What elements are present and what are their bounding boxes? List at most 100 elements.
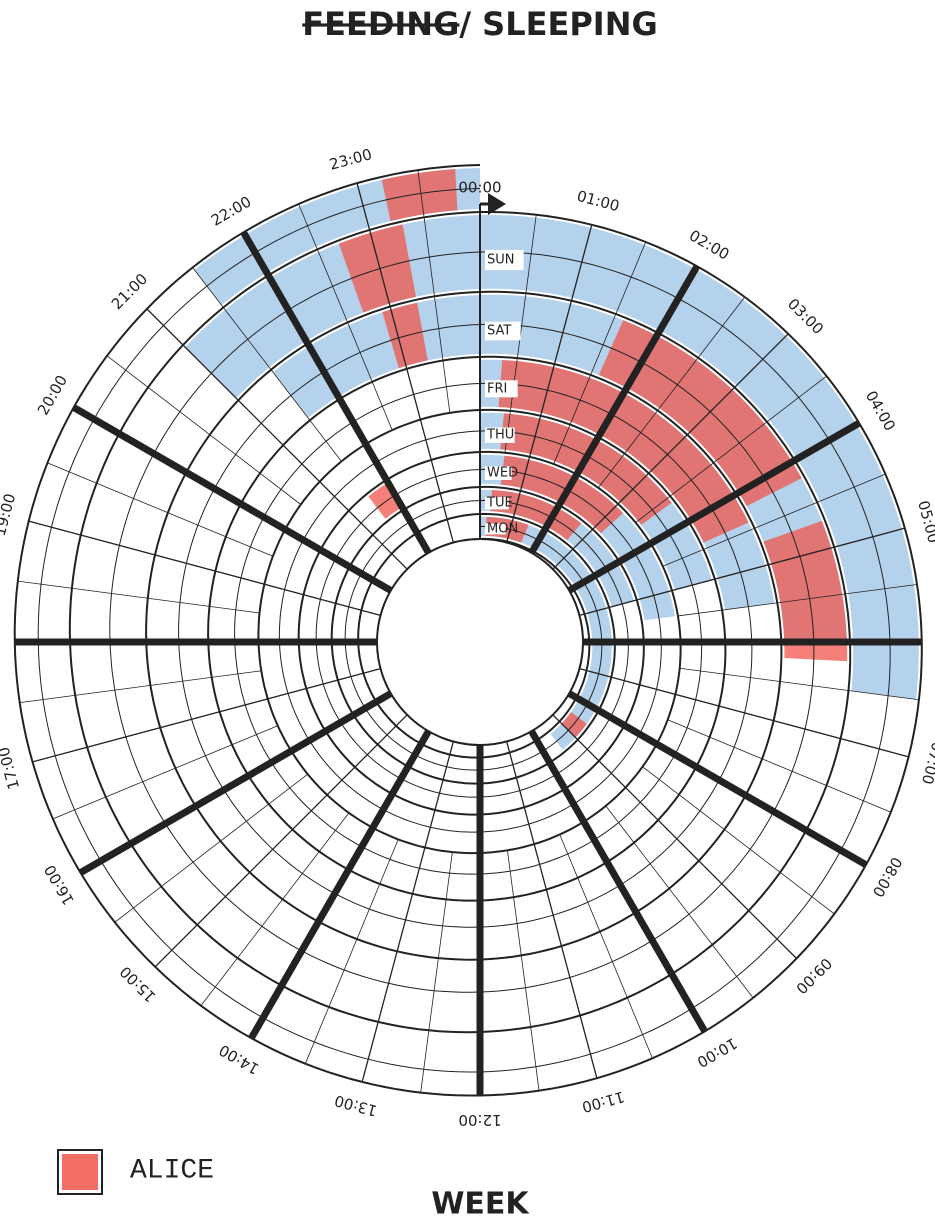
hour-label: 02:00 [686,226,732,263]
hour-label: 07:00 [918,740,935,786]
half-hour-line [420,852,453,1093]
legend-swatch [62,1154,98,1190]
half-hour-line [192,267,342,462]
half-hour-line [52,725,278,820]
title-rest: / SLEEPING [459,5,657,43]
half-hour-line [298,203,393,431]
hour-label: 14:00 [216,1041,262,1078]
half-hour-line [200,812,350,1006]
inner-circle [376,538,584,746]
half-hour-line [677,584,918,617]
hour-line [28,520,381,616]
major-hour-line [240,230,432,555]
day-label: THU [486,428,514,443]
hour-line [361,741,454,1083]
hour-label: 16:00 [41,862,78,908]
half-hour-line [304,839,399,1064]
hour-label: 11:00 [580,1088,626,1117]
legend-label: ALICE [130,1155,214,1186]
hour-label: 09:00 [792,954,835,997]
hour-label: 00:00 [458,179,501,197]
day-label: SAT [487,324,511,339]
hour-label: 21:00 [108,270,151,313]
half-hour-line [605,805,754,999]
feeding-interval [500,413,672,525]
hour-line [579,668,909,758]
half-hour-line [635,375,827,523]
hour-label: 04:00 [862,388,899,434]
hour-label: 05:00 [914,499,935,545]
feeding-interval [561,711,587,738]
day-label-bg [485,427,515,443]
feeding-interval [368,482,403,519]
feeding-interval [498,360,749,543]
half-hour-line [507,850,540,1091]
half-hour-line [47,462,274,557]
hour-label: 12:00 [458,1111,501,1129]
hour-label: 13:00 [333,1091,379,1120]
day-label: WED [487,466,518,481]
hour-line [552,714,797,959]
day-label-bg [485,497,509,510]
feeding-interval [485,516,529,543]
hour-label: 20:00 [34,372,71,418]
hour-line [32,668,381,763]
half-hour-line [17,580,260,614]
major-hour-line [567,420,861,594]
layer: MON TUE WED THU FRI SAT SUN [13,164,923,1097]
half-hour-line [114,773,308,923]
hour-line [506,741,598,1079]
day-label: TUE [486,496,513,511]
hour-label: 17:00 [0,745,23,791]
half-hour-line [559,834,653,1059]
major-hour-line [528,264,700,555]
hour-label: 08:00 [869,854,906,900]
day-label-bg [485,523,506,535]
day-label: MON [487,522,518,537]
hour-label: 23:00 [327,145,373,174]
day-label: SUN [487,253,515,268]
half-hour-line [642,766,835,915]
sleep-interval [272,295,480,418]
start-arrow-head [488,193,506,215]
hour-line [146,308,408,570]
day-label-bg [485,380,518,398]
half-hour-line [106,355,302,505]
sleep-interval [480,215,919,700]
half-hour-line [662,473,886,567]
hour-line [154,714,408,968]
day-label: FRI [487,381,507,396]
major-hour-line [248,729,432,1040]
half-hour-line [553,241,647,465]
major-hour-line [71,404,393,594]
hour-label: 01:00 [575,187,621,216]
hour-label: 15:00 [116,963,159,1006]
hour-line [552,333,789,570]
hour-line [506,224,593,543]
hour-line [356,182,454,543]
major-hour-line [567,690,868,868]
half-hour-line [598,296,746,489]
hour-label: 03:00 [784,295,827,338]
major-hour-line [528,729,708,1034]
hour-line [579,527,905,616]
feeding-interval [490,490,582,541]
half-hour-line [667,719,891,813]
title-struck: FEEDING [302,5,459,43]
legend-box [57,1149,103,1195]
footer: WEEK [431,1187,530,1222]
hour-label: 19:00 [0,492,19,538]
half-hour-line [19,670,262,703]
hour-label: 10:00 [694,1034,740,1071]
feeding-interval [381,169,458,222]
feeding-interval [763,520,848,662]
half-hour-line [417,169,451,413]
feeding-interval [338,224,416,313]
day-label-bg [485,321,521,341]
title: FEEDING/ SLEEPING [302,5,657,43]
day-label-bg [485,249,524,271]
major-hour-line [78,690,393,876]
half-hour-line [679,667,919,701]
day-label-bg [485,466,512,480]
